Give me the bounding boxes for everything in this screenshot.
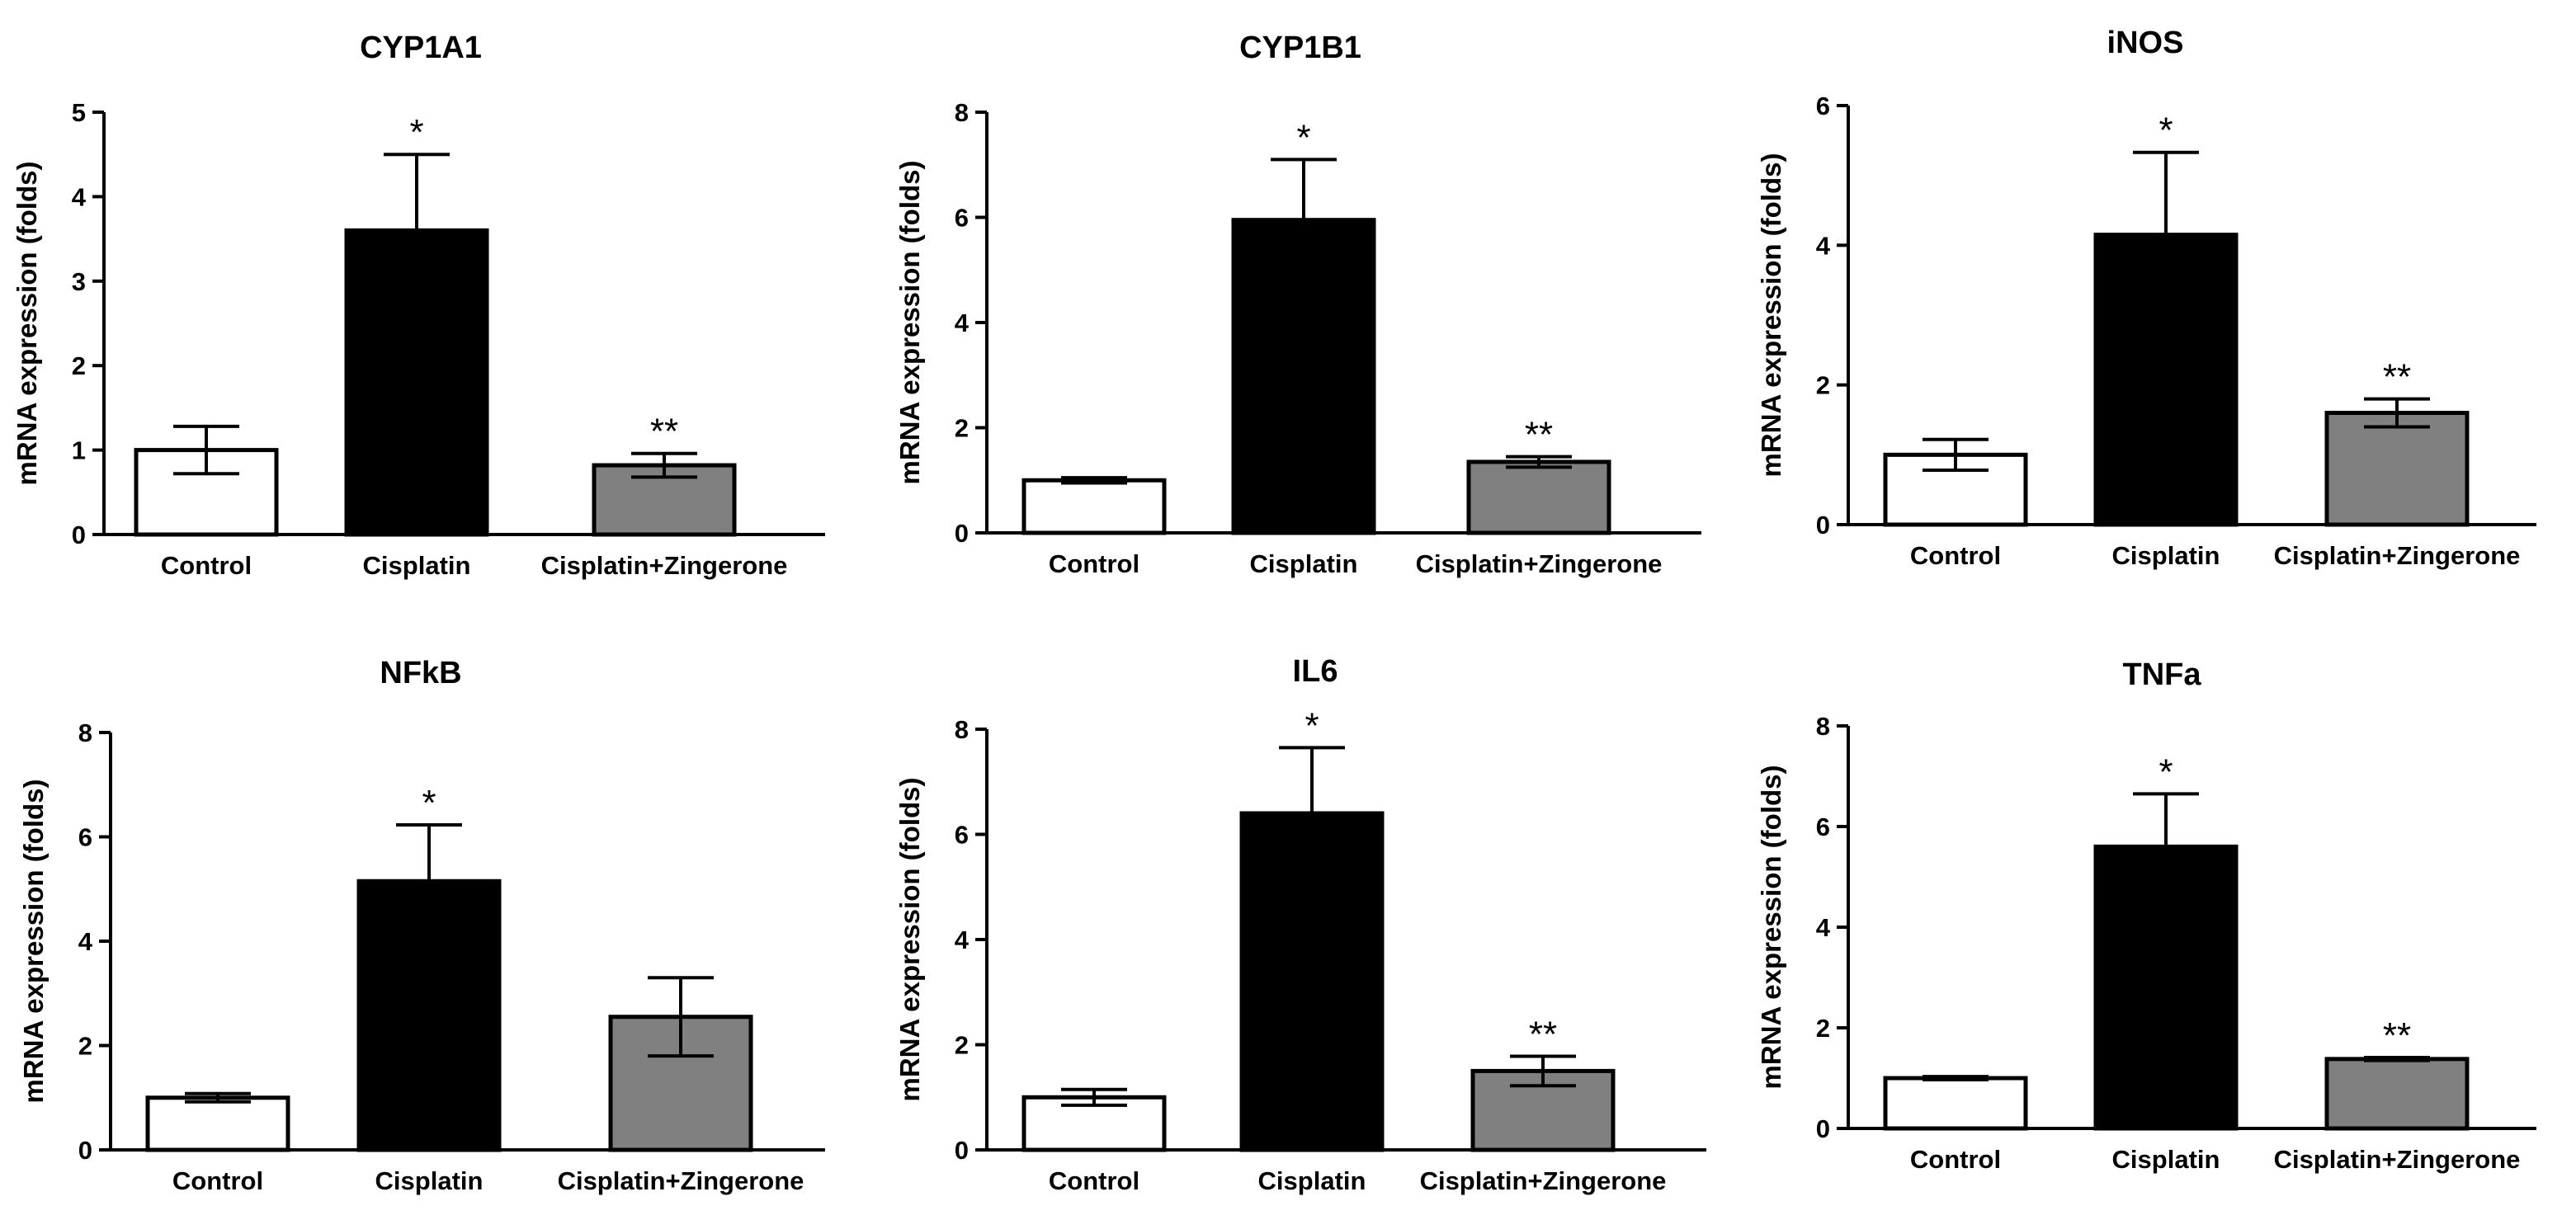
- y-tick-label: 8: [955, 98, 969, 127]
- bar-cisplatin: [344, 228, 489, 537]
- y-axis-label: mRNA expression (folds): [894, 160, 925, 484]
- y-tick-label: 5: [72, 98, 86, 127]
- significance-label: **: [1529, 1015, 1557, 1055]
- y-tick-label: 2: [1816, 371, 1830, 400]
- y-tick-label: 4: [955, 309, 970, 337]
- chart-panel-cyp1a1: CYP1A1 mRNA expression (folds) 0 1 2 3 4 5 Contr…: [12, 31, 825, 580]
- y-tick-label: 8: [78, 718, 92, 747]
- x-tick-label: Cisplatin: [1250, 549, 1358, 578]
- x-tick-label: Control: [1910, 1145, 2001, 1174]
- x-tick-label: Cisplatin: [2112, 541, 2220, 570]
- y-tick-label: 0: [1816, 511, 1830, 539]
- y-tick-label: 2: [955, 1031, 969, 1060]
- x-tick-label: Control: [172, 1166, 263, 1195]
- significance-label: **: [1525, 415, 1553, 455]
- y-tick-label: 2: [1816, 1014, 1830, 1043]
- x-tick-label: Control: [1049, 549, 1139, 578]
- y-axis-label: mRNA expression (folds): [1756, 153, 1786, 477]
- chart-title: TNFa: [2123, 657, 2202, 692]
- x-tick-label: Cisplatin+Zingerone: [2274, 1145, 2521, 1174]
- chart-title: iNOS: [2107, 26, 2184, 60]
- bar-zingerone: [2324, 411, 2470, 527]
- bar-control: [1883, 1076, 2028, 1131]
- significance-label: *: [2158, 751, 2173, 792]
- significance-label: **: [650, 412, 678, 452]
- y-tick-label: 4: [955, 926, 970, 954]
- chart-panel-inos: iNOS mRNA expression (folds) 0 2 4 6 Control * C…: [1756, 26, 2536, 570]
- bar-cisplatin: [356, 878, 502, 1152]
- y-tick-label: 0: [72, 521, 86, 549]
- chart-title: NFkB: [380, 656, 461, 690]
- y-tick-label: 6: [1816, 92, 1830, 120]
- significance-label: *: [1305, 705, 1319, 746]
- x-tick-label: Control: [1049, 1166, 1139, 1195]
- y-axis-label: mRNA expression (folds): [18, 779, 49, 1103]
- bar-zingerone: [2324, 1057, 2470, 1131]
- y-tick-label: 8: [955, 715, 969, 744]
- y-tick-label: 3: [72, 267, 86, 296]
- x-tick-label: Cisplatin+Zingerone: [558, 1166, 804, 1195]
- y-axis-label: mRNA expression (folds): [894, 777, 925, 1101]
- chart-panel-cyp1b1: CYP1B1 mRNA expression (folds) 0 2 4 6 8 Contro…: [894, 31, 1701, 578]
- y-tick-label: 4: [1816, 913, 1831, 942]
- x-tick-label: Control: [1910, 541, 2001, 570]
- x-tick-label: Cisplatin: [363, 551, 471, 580]
- y-axis-label: mRNA expression (folds): [12, 161, 42, 485]
- significance-label: **: [2383, 1015, 2411, 1056]
- chart-title: IL6: [1293, 654, 1338, 689]
- bar-cisplatin: [1231, 218, 1376, 535]
- significance-label: *: [422, 783, 436, 823]
- y-tick-label: 0: [955, 519, 969, 548]
- y-tick-label: 1: [72, 436, 86, 465]
- bar-cisplatin: [2093, 233, 2239, 527]
- y-tick-label: 0: [955, 1136, 969, 1165]
- significance-label: **: [2383, 357, 2411, 398]
- y-tick-label: 2: [955, 414, 969, 443]
- x-tick-label: Cisplatin: [2112, 1145, 2220, 1174]
- y-tick-label: 4: [1816, 231, 1831, 260]
- y-tick-label: 8: [1816, 712, 1830, 741]
- y-tick-label: 2: [78, 1032, 92, 1061]
- y-tick-label: 2: [72, 351, 86, 380]
- chart-panel-nfkb: NFkB mRNA expression (folds) 0 2 4 6 8 Control *…: [18, 656, 825, 1195]
- chart-panel-il6: IL6 mRNA expression (folds) 0 2 4 6 8 Control * C…: [894, 654, 1706, 1195]
- chart-panel-tnfa: TNFa mRNA expression (folds) 0 2 4 6 8 Control *…: [1756, 657, 2536, 1174]
- y-tick-label: 6: [78, 823, 92, 852]
- x-tick-label: Cisplatin+Zingerone: [1416, 549, 1663, 578]
- y-tick-label: 6: [955, 821, 969, 850]
- significance-label: *: [2158, 111, 2173, 151]
- bar-control: [145, 1095, 290, 1152]
- bar-cisplatin: [2093, 844, 2239, 1131]
- x-tick-label: Cisplatin: [375, 1166, 484, 1195]
- x-tick-label: Cisplatin+Zingerone: [2274, 541, 2521, 570]
- y-tick-label: 6: [955, 204, 969, 233]
- y-axis-label: mRNA expression (folds): [1756, 765, 1786, 1089]
- bar-cisplatin: [1239, 811, 1385, 1152]
- y-tick-label: 4: [78, 927, 93, 956]
- y-tick-label: 6: [1816, 813, 1830, 841]
- y-tick-label: 0: [1816, 1114, 1830, 1143]
- y-tick-label: 4: [72, 182, 87, 211]
- significance-label: *: [1296, 117, 1310, 158]
- bar-zingerone: [1466, 459, 1611, 535]
- x-tick-label: Cisplatin+Zingerone: [541, 551, 788, 580]
- chart-title: CYP1A1: [360, 31, 482, 65]
- x-tick-label: Cisplatin: [1258, 1166, 1366, 1195]
- significance-label: *: [409, 112, 423, 153]
- y-tick-label: 0: [78, 1136, 92, 1165]
- x-tick-label: Control: [161, 551, 252, 580]
- x-tick-label: Cisplatin+Zingerone: [1420, 1166, 1667, 1195]
- bar-control: [1021, 478, 1167, 535]
- chart-title: CYP1B1: [1239, 31, 1361, 65]
